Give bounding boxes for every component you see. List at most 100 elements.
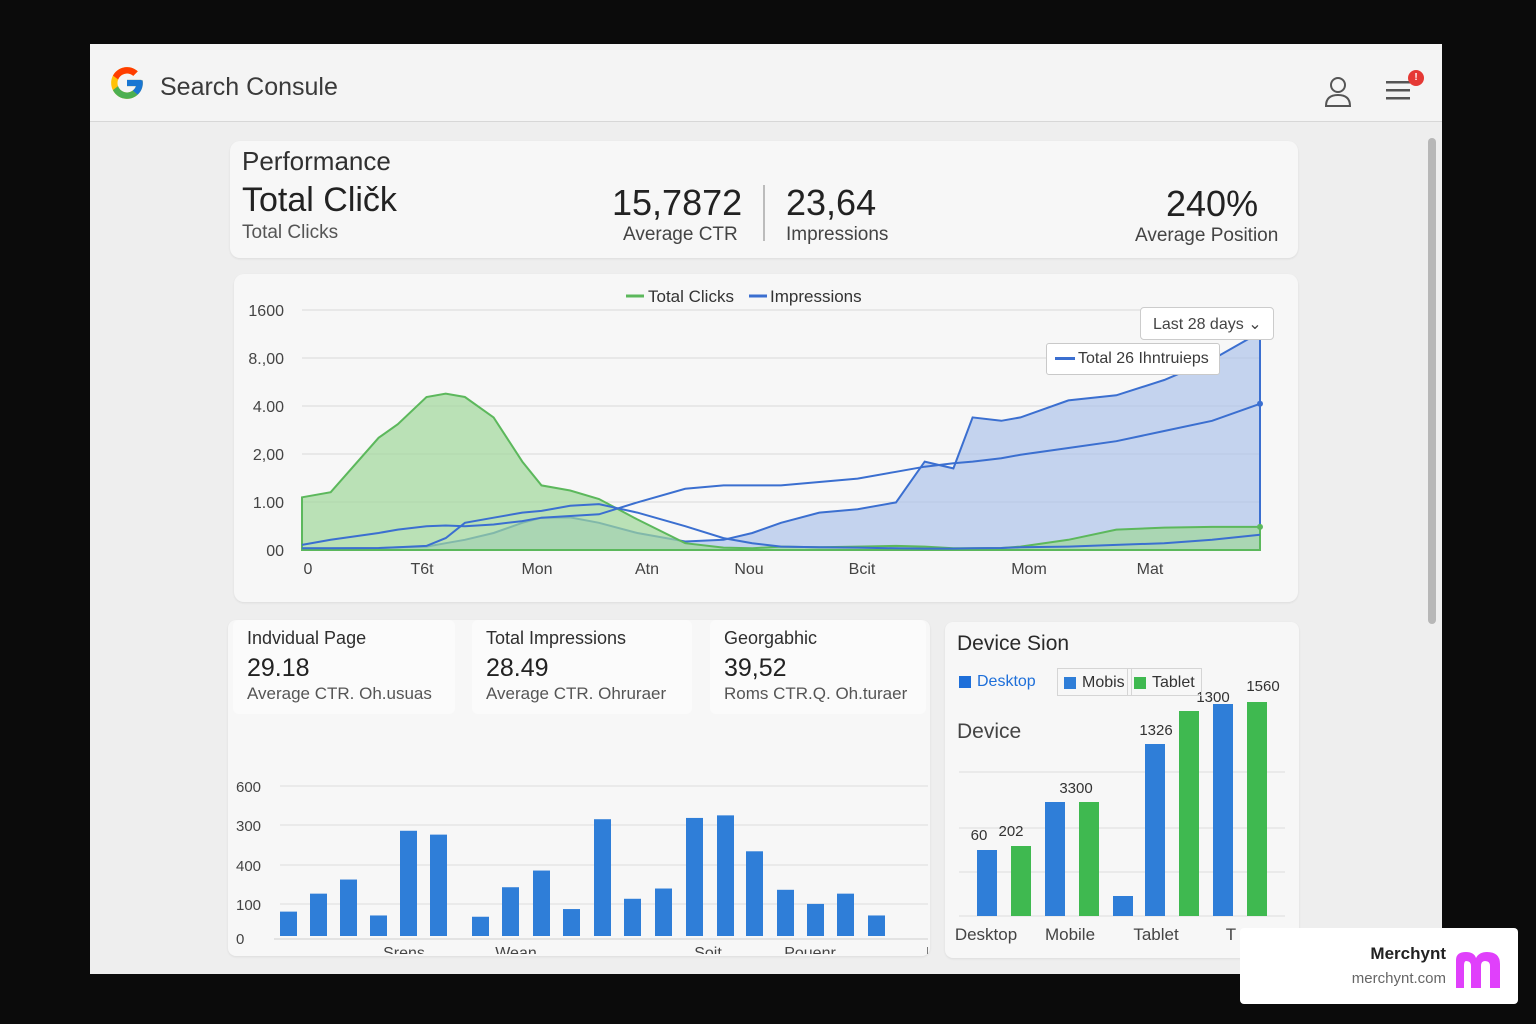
- device-category-label: Tablet: [1133, 925, 1179, 944]
- legend-tablet-swatch: [1134, 676, 1146, 689]
- scrollbar-thumb[interactable]: [1428, 138, 1436, 624]
- total-impressions-card[interactable]: Total Impressions 28.49 Average CTR. Ohr…: [472, 620, 692, 714]
- bar: [502, 887, 519, 936]
- device-bar-tablet: [1179, 711, 1199, 916]
- app-bar: Search Consule !: [90, 44, 1442, 122]
- google-logo-icon: [111, 67, 143, 99]
- geographic-title: Georgabhic: [724, 628, 818, 648]
- account-icon[interactable]: [1322, 74, 1354, 108]
- individual-page-subtitle: Average CTR. Oh.usuas: [247, 684, 432, 703]
- bar: [868, 915, 885, 936]
- bar: [807, 903, 824, 936]
- bar: [686, 817, 703, 936]
- y-tick-label: 00: [266, 543, 284, 560]
- impressions-line: [301, 402, 1261, 546]
- individual-page-card[interactable]: Indvidual Page 29.18 Average CTR. Oh.usu…: [233, 620, 455, 714]
- individual-page-value: 29.18: [247, 654, 310, 682]
- app-title: Search Consule: [160, 73, 338, 101]
- merchynt-name: Merchynt: [1370, 944, 1446, 963]
- bar: [472, 916, 489, 936]
- tooltip-swatch: [1055, 357, 1075, 361]
- geographic-card[interactable]: Georgabhic 39,52 Roms CTR.Q. Oh.turaer: [710, 620, 926, 714]
- device-bar-desktop: [977, 850, 997, 916]
- average-ctr-value: 15,7872: [612, 182, 743, 223]
- device-bar-desktop: [1045, 802, 1065, 916]
- merchynt-logo-icon: [1456, 952, 1500, 988]
- device-category-label: Mobile: [1045, 925, 1095, 944]
- x-tick-label: Nou: [734, 561, 763, 578]
- clicks-line: [302, 503, 1261, 550]
- x-tick-label: Foht: [926, 945, 928, 954]
- x-tick-label: T6t: [410, 561, 434, 578]
- bar: [340, 879, 357, 936]
- total-clicks-label: Total Clicks: [242, 222, 339, 243]
- bar: [400, 830, 417, 936]
- bar: [655, 888, 672, 936]
- x-tick-label: Bcit: [849, 561, 876, 578]
- y-tick-label: 2,00: [253, 447, 284, 464]
- notification-badge[interactable]: !: [1408, 70, 1424, 86]
- device-bar-tablet: [1247, 702, 1267, 916]
- device-card: 60 202 3300 1326 1300 1560 Desktop Mobile Tablet…: [945, 622, 1299, 958]
- date-range-select[interactable]: Last 28 days ⌄: [1140, 307, 1274, 340]
- merchynt-url: merchynt.com: [1351, 970, 1446, 987]
- y-tick-label: 600: [236, 779, 261, 796]
- total-impressions-value: 28.49: [486, 654, 549, 682]
- bar: [280, 911, 297, 936]
- x-tick-label: Mom: [1011, 561, 1047, 578]
- device-axis-title: Device: [957, 720, 1022, 743]
- y-tick-label: 4.00: [253, 399, 284, 416]
- legend-desktop-swatch: [959, 675, 971, 688]
- average-position-label: Average Position: [1135, 225, 1279, 246]
- device-data-label: 1300: [1196, 689, 1229, 706]
- clicks-endpoint: [1257, 523, 1263, 530]
- device-title: Device Sion: [957, 632, 1070, 655]
- performance-card: Performance Total Cličk Total Clicks 15,…: [230, 141, 1298, 258]
- legend-desktop[interactable]: Desktop: [959, 668, 1036, 696]
- legend-tablet-label: Tablet: [1152, 674, 1195, 691]
- bar: [624, 898, 641, 936]
- y-tick-label: 1.00: [253, 495, 284, 512]
- total-impressions-title: Total Impressions: [486, 628, 627, 648]
- device-bar-tablet: [1079, 802, 1099, 916]
- bar: [777, 889, 794, 936]
- total-impressions-subtitle: Average CTR. Ohruraer: [486, 684, 667, 703]
- chart-tooltip: Total 26 Ihntruieps: [1046, 343, 1220, 375]
- menu-icon[interactable]: [1382, 72, 1416, 106]
- device-data-label: 60: [971, 827, 988, 844]
- x-tick-label: Mon: [521, 561, 552, 578]
- x-tick-label: Wean: [495, 945, 537, 954]
- impressions-label: Impressions: [786, 224, 889, 245]
- performance-title: Performance: [242, 146, 391, 176]
- tooltip-text: Total 26 Ihntruieps: [1078, 350, 1209, 367]
- date-range-label: Last 28 days: [1153, 316, 1244, 333]
- impressions-endpoint: [1257, 400, 1263, 407]
- legend-tablet[interactable]: Tablet: [1127, 668, 1202, 696]
- chevron-down-icon: ⌄: [1248, 316, 1262, 333]
- y-tick-label: 1600: [248, 303, 284, 320]
- device-bar-desktop: [1213, 704, 1233, 916]
- bar: [563, 909, 580, 936]
- bar: [717, 815, 734, 936]
- x-tick-label: Atn: [635, 561, 659, 578]
- performance-chart-card: 00 1.00 2,00 4.00 8.,00 1600 0 T6t Mon Atn Nou Bcit…: [234, 274, 1298, 602]
- legend-mobile-swatch: [1064, 676, 1076, 689]
- device-data-label: 3300: [1059, 780, 1092, 797]
- device-bar-small: [1113, 896, 1133, 916]
- legend-desktop-label: Desktop: [977, 673, 1036, 690]
- device-bar-tablet: [1011, 846, 1031, 916]
- total-clicks-heading: Total Cličk: [242, 181, 397, 219]
- average-position-value: 240%: [1166, 183, 1259, 224]
- legend-impressions-label: Impressions: [770, 287, 862, 306]
- y-tick-label: 100: [236, 897, 261, 914]
- legend-mobile[interactable]: Mobis: [1057, 668, 1132, 696]
- merchynt-watermark: Merchynt merchynt.com: [1240, 928, 1518, 1004]
- bar: [533, 870, 550, 936]
- bar: [370, 915, 387, 936]
- device-bar-chart: 60 202 3300 1326 1300 1560 Desktop Mobile Tablet…: [955, 678, 1285, 944]
- dashboard-screen: Search Consule ! Performance Total Cličk…: [90, 44, 1442, 974]
- y-tick-label: 300: [236, 818, 261, 835]
- scrollbar[interactable]: [1426, 128, 1438, 968]
- x-tick-label: Pouenr: [784, 945, 836, 954]
- bar: [430, 834, 447, 936]
